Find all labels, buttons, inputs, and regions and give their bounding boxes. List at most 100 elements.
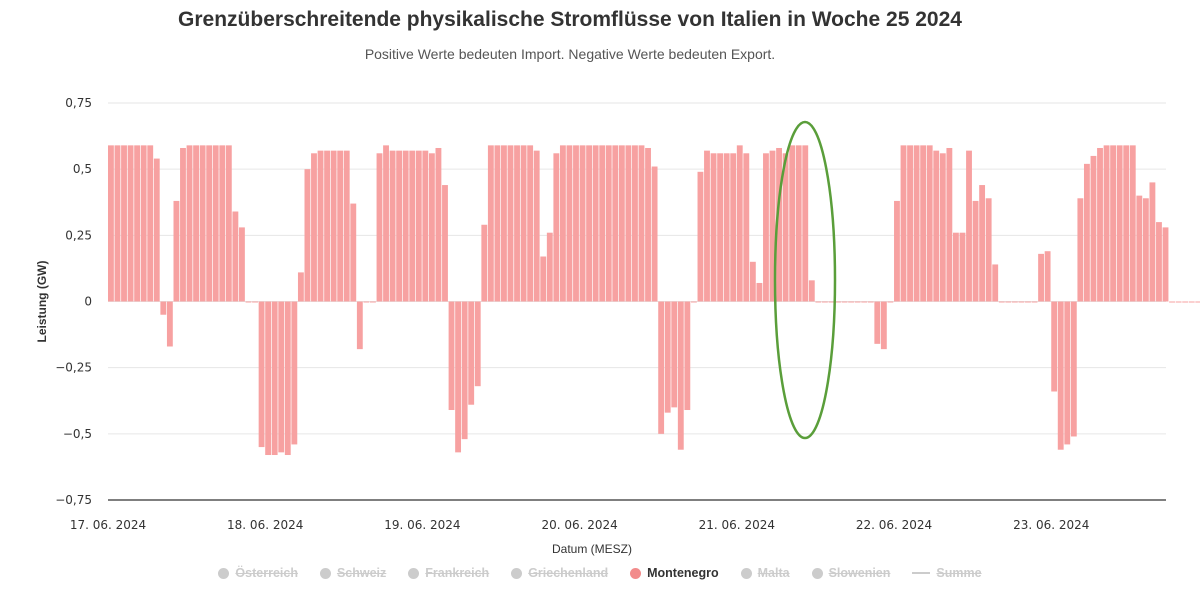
bar[interactable] bbox=[867, 301, 874, 303]
bar[interactable] bbox=[1031, 301, 1038, 303]
bar[interactable] bbox=[658, 301, 665, 434]
bar[interactable] bbox=[795, 145, 802, 302]
bar[interactable] bbox=[448, 301, 455, 411]
bar[interactable] bbox=[959, 232, 966, 302]
bar[interactable] bbox=[1136, 195, 1143, 302]
bar[interactable] bbox=[815, 301, 822, 303]
bar[interactable] bbox=[481, 224, 488, 302]
bar[interactable] bbox=[1038, 253, 1044, 302]
bar[interactable] bbox=[127, 145, 134, 302]
bar[interactable] bbox=[324, 150, 331, 302]
bar[interactable] bbox=[193, 145, 199, 302]
bar[interactable] bbox=[271, 301, 278, 456]
bar[interactable] bbox=[743, 153, 750, 302]
bar[interactable] bbox=[1044, 251, 1051, 302]
bar[interactable] bbox=[442, 185, 448, 302]
bar[interactable] bbox=[723, 153, 730, 302]
bar[interactable] bbox=[1175, 301, 1182, 303]
bar[interactable] bbox=[894, 200, 900, 302]
bar[interactable] bbox=[402, 150, 409, 302]
bar[interactable] bbox=[1090, 155, 1097, 302]
bar[interactable] bbox=[297, 272, 304, 302]
bar[interactable] bbox=[684, 301, 691, 411]
bar[interactable] bbox=[487, 145, 494, 302]
bar[interactable] bbox=[147, 145, 154, 302]
bar[interactable] bbox=[952, 232, 959, 302]
bar[interactable] bbox=[1018, 301, 1025, 303]
bar[interactable] bbox=[108, 145, 114, 302]
bar[interactable] bbox=[599, 145, 606, 302]
bar[interactable] bbox=[396, 150, 403, 302]
bar[interactable] bbox=[1064, 301, 1071, 445]
bar[interactable] bbox=[946, 147, 953, 302]
bar[interactable] bbox=[363, 301, 370, 303]
bar[interactable] bbox=[304, 169, 311, 302]
bar[interactable] bbox=[166, 301, 173, 347]
bar[interactable] bbox=[690, 301, 697, 303]
bar[interactable] bbox=[933, 150, 940, 302]
bar[interactable] bbox=[501, 145, 507, 302]
bar[interactable] bbox=[664, 301, 671, 413]
bar[interactable] bbox=[1195, 301, 1200, 303]
legend-item[interactable]: Schweiz bbox=[319, 566, 386, 580]
bar[interactable] bbox=[1142, 198, 1149, 302]
bar[interactable] bbox=[776, 147, 782, 302]
bar[interactable] bbox=[828, 301, 835, 303]
bar[interactable] bbox=[546, 232, 553, 302]
bar[interactable] bbox=[160, 301, 167, 315]
bar[interactable] bbox=[219, 145, 226, 302]
bar[interactable] bbox=[717, 153, 724, 302]
bar[interactable] bbox=[252, 301, 258, 303]
bar[interactable] bbox=[1103, 145, 1110, 302]
bar[interactable] bbox=[1110, 145, 1117, 302]
bar[interactable] bbox=[350, 203, 357, 302]
bar[interactable] bbox=[736, 145, 743, 302]
bar[interactable] bbox=[389, 150, 396, 302]
bar[interactable] bbox=[337, 150, 344, 302]
bar[interactable] bbox=[153, 158, 160, 302]
bar[interactable] bbox=[848, 301, 855, 303]
bar[interactable] bbox=[887, 301, 894, 303]
bar[interactable] bbox=[370, 301, 376, 303]
bar[interactable] bbox=[212, 145, 219, 302]
bar[interactable] bbox=[199, 145, 206, 302]
bar[interactable] bbox=[730, 153, 737, 302]
bar[interactable] bbox=[632, 145, 638, 302]
bar[interactable] bbox=[966, 150, 972, 302]
bar[interactable] bbox=[972, 200, 979, 302]
bar[interactable] bbox=[1051, 301, 1058, 392]
bar[interactable] bbox=[697, 171, 704, 302]
legend-item[interactable]: Frankreich bbox=[408, 566, 489, 580]
bar[interactable] bbox=[612, 145, 619, 302]
bar[interactable] bbox=[422, 150, 429, 302]
bar[interactable] bbox=[1182, 301, 1189, 303]
legend-item[interactable]: Malta bbox=[740, 566, 790, 580]
bar[interactable] bbox=[376, 153, 383, 302]
bar[interactable] bbox=[540, 256, 547, 302]
bar[interactable] bbox=[802, 145, 809, 302]
bar[interactable] bbox=[756, 282, 763, 302]
bar[interactable] bbox=[835, 301, 841, 303]
bar[interactable] bbox=[821, 301, 828, 303]
bar[interactable] bbox=[1097, 147, 1103, 302]
bar[interactable] bbox=[343, 150, 350, 302]
bar[interactable] bbox=[841, 301, 848, 303]
bar[interactable] bbox=[435, 147, 442, 302]
bar[interactable] bbox=[317, 150, 324, 302]
bar[interactable] bbox=[566, 145, 573, 302]
bar[interactable] bbox=[907, 145, 913, 302]
legend-item[interactable]: Summe bbox=[912, 566, 982, 580]
bar[interactable] bbox=[789, 145, 796, 302]
bar[interactable] bbox=[311, 153, 317, 302]
bar[interactable] bbox=[507, 145, 514, 302]
bar[interactable] bbox=[239, 227, 245, 302]
bar[interactable] bbox=[206, 145, 213, 302]
bar[interactable] bbox=[494, 145, 501, 302]
bar[interactable] bbox=[455, 301, 462, 453]
bar[interactable] bbox=[533, 150, 540, 302]
bar[interactable] bbox=[677, 301, 684, 450]
bar[interactable] bbox=[383, 145, 389, 302]
bar[interactable] bbox=[763, 153, 769, 302]
bar[interactable] bbox=[356, 301, 363, 350]
bar[interactable] bbox=[134, 145, 141, 302]
